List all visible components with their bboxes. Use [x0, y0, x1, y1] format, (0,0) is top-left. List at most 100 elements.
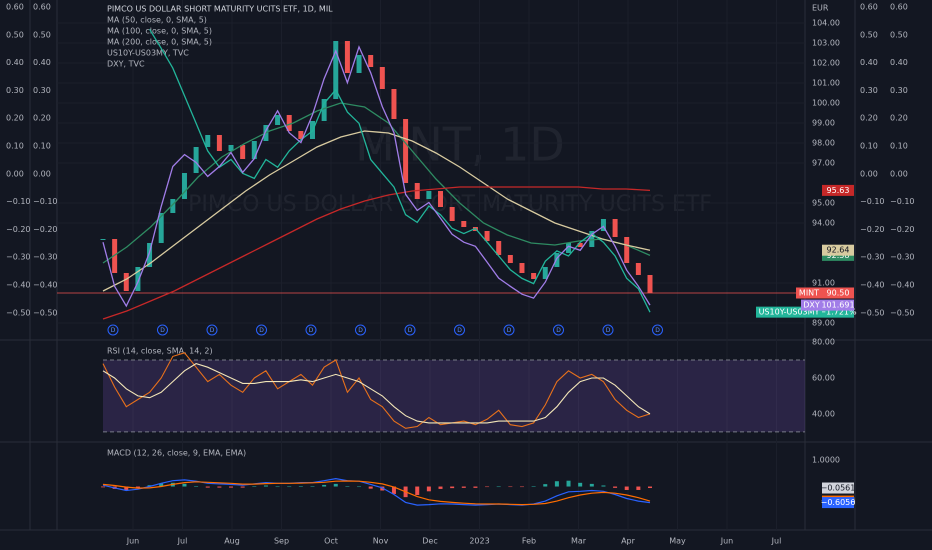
dividend-label: D	[606, 327, 611, 334]
legend-entry: US10Y-US03MY, TVC	[107, 49, 189, 58]
side-scale-label: −0.50	[890, 308, 915, 317]
time-label: Dec	[422, 537, 437, 546]
histogram-bar	[531, 486, 536, 487]
histogram-bar	[298, 486, 303, 487]
series-line	[102, 186, 651, 320]
side-scale-label: 0.40	[33, 58, 51, 67]
histogram-bar	[263, 485, 268, 487]
dividend-label: D	[111, 327, 116, 334]
last-value-box	[822, 497, 854, 509]
side-scale-label: 0.20	[890, 114, 908, 123]
dividend-label: D	[160, 327, 165, 334]
histogram-bar	[345, 486, 350, 487]
side-scale-label: 0.10	[860, 141, 878, 150]
candle	[135, 267, 141, 291]
histogram-bar	[566, 480, 571, 487]
histogram-bar	[636, 486, 641, 490]
last-value-label: 92.64	[827, 246, 850, 255]
candle	[205, 135, 211, 147]
time-label: Mar	[571, 537, 587, 546]
pane-title: RSI (14, close, SMA, 14, 2)	[107, 347, 213, 356]
side-scale-label: 0.40	[6, 58, 24, 67]
side-scale-label: 0.50	[6, 30, 24, 39]
time-label: Jul	[771, 537, 782, 546]
histogram-bar	[578, 482, 583, 487]
dividend-marker	[652, 324, 663, 336]
side-scale-label: −0.20	[860, 225, 885, 234]
series-line	[149, 28, 651, 313]
candle	[379, 67, 385, 89]
side-scale-label: 0.20	[6, 114, 24, 123]
histogram-bar	[357, 486, 362, 488]
side-scale-label: −0.20	[6, 225, 31, 234]
histogram-bar	[182, 483, 187, 487]
dividend-marker	[553, 324, 564, 336]
side-scale-label: 0.30	[860, 86, 878, 95]
candle	[368, 55, 374, 67]
dividend-label: D	[358, 327, 363, 334]
candle	[321, 99, 327, 121]
histogram-bar	[287, 486, 292, 488]
candle	[496, 241, 502, 255]
side-scale-label: −0.20	[33, 225, 58, 234]
last-value-label: 101.691	[821, 301, 854, 310]
histogram-bar	[613, 486, 618, 488]
series-line	[102, 130, 651, 292]
time-label: Feb	[522, 537, 536, 546]
dividend-marker	[256, 324, 267, 336]
dividend-marker	[404, 324, 416, 336]
time-label: Jun	[720, 537, 734, 546]
legend-entry: MA (50, close, 0, SMA, 5)	[107, 16, 207, 25]
side-scale-label: 0.30	[6, 86, 24, 95]
histogram-bar	[217, 486, 222, 488]
y-tick-label: 104.00	[812, 19, 840, 28]
y-tick-label: 95.00	[812, 199, 835, 208]
candle	[275, 115, 281, 125]
candle	[403, 119, 409, 183]
legend-entry: MA (100, close, 0, SMA, 5)	[107, 27, 212, 36]
candle	[181, 173, 187, 199]
time-label: May	[669, 537, 686, 546]
y-tick-label: 60.00	[812, 373, 835, 382]
macd-line	[102, 477, 651, 506]
histogram-bar	[450, 486, 455, 489]
y-tick-label: 101.00	[812, 79, 840, 88]
side-scale-label: −0.40	[6, 280, 31, 289]
candle	[333, 41, 339, 99]
candle	[438, 191, 444, 207]
histogram-bar	[624, 486, 629, 490]
side-scale-label: −0.30	[860, 253, 885, 262]
histogram-bar	[240, 486, 245, 488]
last-value-tag-label: MINT	[799, 289, 819, 298]
dividend-label: D	[309, 327, 314, 334]
candle	[449, 207, 455, 221]
legend-entry: MA (200, close, 0, SMA, 5)	[107, 38, 212, 47]
candle	[251, 141, 257, 159]
last-value-tag	[801, 299, 822, 311]
last-value-tag-label: DXY	[803, 301, 820, 310]
side-scale-label: −0.40	[33, 280, 58, 289]
side-scale-label: 0.00	[6, 169, 24, 178]
legend-title: PIMCO US DOLLAR SHORT MATURITY UCITS ETF…	[107, 5, 333, 14]
candle	[298, 131, 304, 139]
last-value-tag	[756, 306, 822, 318]
dividend-label: D	[408, 327, 413, 334]
last-value-box	[822, 482, 854, 494]
histogram-bar	[496, 486, 501, 488]
series-line	[102, 45, 651, 308]
histogram-bar	[543, 484, 548, 487]
histogram-bar	[461, 486, 466, 488]
side-scale-label: −0.10	[6, 197, 31, 206]
histogram-bar	[519, 486, 524, 488]
rsi-band	[103, 359, 805, 432]
side-scale-label: −0.50	[6, 308, 31, 317]
macd-line	[102, 480, 651, 506]
candle	[228, 145, 234, 151]
side-scale-label: 0.10	[890, 141, 908, 150]
candle	[624, 237, 630, 263]
side-scale-label: 0.50	[890, 30, 908, 39]
time-label: Apr	[621, 537, 636, 546]
side-scale-label: 0.20	[860, 114, 878, 123]
legend-entry: DXY, TVC	[107, 60, 145, 69]
